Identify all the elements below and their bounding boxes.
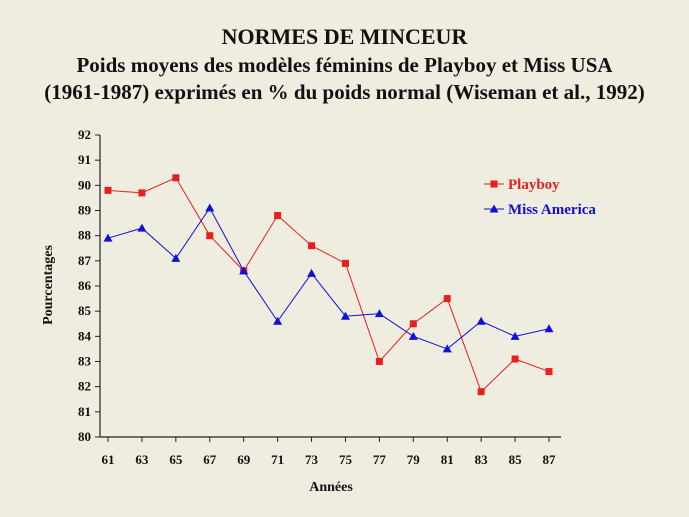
x-tick-label: 85	[509, 452, 523, 467]
data-point-miss-america	[544, 324, 554, 333]
chart-subtitle-2: (1961-1987) exprimés en % du poids norma…	[44, 80, 645, 104]
data-point-miss-america	[205, 203, 215, 212]
data-point-playboy	[104, 186, 112, 194]
y-tick-label: 86	[78, 278, 92, 293]
data-point-playboy	[375, 358, 383, 365]
x-tick-label: 77	[373, 452, 387, 467]
y-tick-label: 88	[78, 228, 92, 243]
y-tick-label: 84	[78, 328, 92, 343]
series-line-miss-america	[107, 207, 550, 350]
y-tick-label: 89	[78, 203, 92, 218]
data-point-miss-america	[374, 309, 384, 318]
x-tick-label: 73	[305, 452, 319, 467]
data-point-playboy	[443, 295, 451, 303]
legend-label-miss-america: Miss America	[508, 202, 596, 218]
series-line-playboy	[107, 177, 550, 393]
data-point-playboy	[477, 388, 485, 396]
data-point-miss-america	[510, 331, 520, 340]
legend-marker-playboy	[490, 180, 498, 188]
data-point-miss-america	[137, 223, 147, 232]
x-tick-label: 65	[169, 452, 183, 467]
y-tick-label: 92	[78, 127, 91, 142]
y-tick-label: 87	[78, 253, 92, 268]
series-layer	[103, 174, 554, 396]
chart-title: NORMES DE MINCEUR	[221, 24, 468, 49]
x-tick-label: 69	[237, 452, 251, 467]
data-point-playboy	[172, 174, 180, 182]
y-tick-label: 82	[78, 379, 91, 394]
y-tick-label: 85	[78, 303, 92, 318]
series-playboy	[104, 174, 553, 396]
data-point-miss-america	[103, 233, 113, 242]
x-tick-label: 81	[441, 452, 454, 467]
data-point-miss-america	[340, 311, 350, 320]
y-tick-label: 80	[78, 429, 91, 444]
series-miss-america	[103, 203, 554, 353]
data-point-miss-america	[442, 344, 452, 353]
y-axis-label: Pourcentages	[41, 245, 56, 325]
x-tick-label: 71	[271, 452, 284, 467]
x-tick-label: 67	[203, 452, 217, 467]
data-point-playboy	[511, 355, 519, 363]
y-tick-label: 83	[78, 354, 92, 369]
data-point-playboy	[206, 232, 214, 240]
axes: 80 81 82 83 84 85 86 87 88 89 90 91 92 61 63 65 67 69 71 73…	[78, 127, 561, 467]
legend-label-playboy: Playboy	[508, 177, 560, 193]
x-tick-label: 83	[475, 452, 489, 467]
x-tick-label: 63	[135, 452, 149, 467]
data-point-playboy	[409, 320, 417, 328]
data-point-playboy	[308, 242, 316, 250]
data-point-miss-america	[408, 331, 418, 340]
data-point-playboy	[274, 212, 282, 220]
x-tick-label: 79	[407, 452, 421, 467]
legend-marker-miss-america	[489, 204, 499, 213]
x-tick-label: 87	[543, 452, 557, 467]
data-point-playboy	[545, 368, 553, 376]
data-point-miss-america	[273, 316, 283, 325]
data-point-playboy	[138, 189, 146, 197]
x-axis-label: Années	[309, 480, 353, 495]
chart-subtitle-1: Poids moyens des modèles féminins de Pla…	[76, 53, 613, 77]
x-tick-label: 61	[102, 452, 115, 467]
y-tick-label: 91	[78, 152, 91, 167]
data-point-miss-america	[239, 266, 249, 275]
data-point-miss-america	[171, 253, 181, 262]
data-point-miss-america	[307, 268, 317, 277]
x-tick-label: 75	[339, 452, 353, 467]
y-tick-label: 81	[78, 404, 91, 419]
y-tick-label: 90	[78, 177, 91, 192]
data-point-playboy	[341, 259, 349, 267]
legend: Playboy Miss America	[484, 177, 596, 218]
data-point-miss-america	[476, 316, 486, 325]
